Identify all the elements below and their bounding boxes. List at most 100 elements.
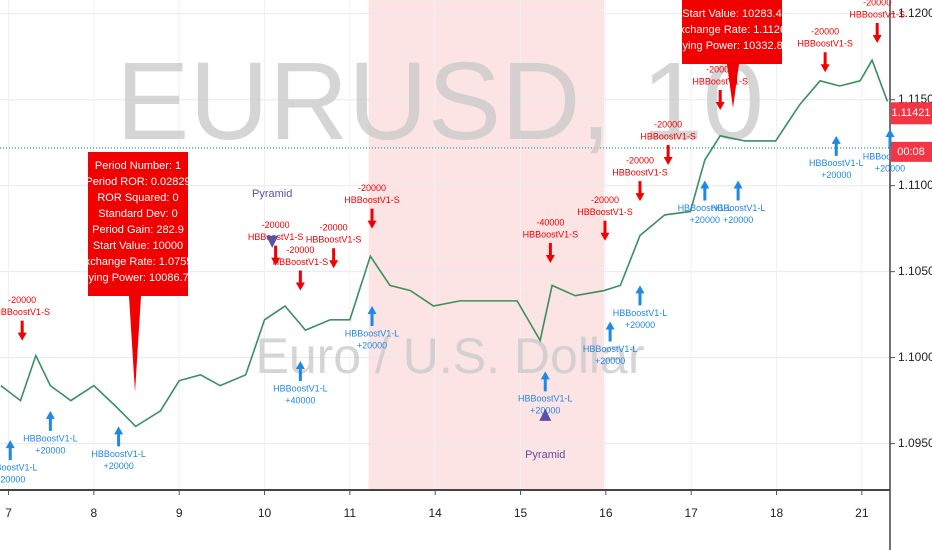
signal: HBBoostV1-L +20000 xyxy=(0,440,38,485)
signal: HBBoostV1-L +20000 xyxy=(91,426,146,471)
signal-name: HBBoostV1-S xyxy=(344,195,400,205)
tooltip-line: Buying Power: 10086.786 xyxy=(75,272,201,284)
sell-arrow xyxy=(367,208,377,229)
pyramid-label: Pyramid xyxy=(252,188,292,200)
signal-qty: -20000 xyxy=(262,220,290,230)
signal-qty: +20000 xyxy=(723,215,753,225)
tooltip-line: Start Value: 10283.4 xyxy=(682,8,781,20)
signal-qty: +20000 xyxy=(690,215,720,225)
signal-qty: -20000 xyxy=(811,27,839,37)
y-tick-label: 1.09500 xyxy=(898,436,932,450)
price-line xyxy=(0,58,889,428)
signal: HBBoostV1-S -20000 xyxy=(640,119,696,166)
signal: HBBoostV1-S -20000 xyxy=(612,156,668,202)
signal: HBBoostV1-S -40000 xyxy=(523,217,579,264)
pyramid-marker xyxy=(539,408,552,421)
signal: HBBoostV1-L +20000 xyxy=(711,180,766,225)
tooltip: Period Number: 1 Period ROR: 0.02829 ROR S… xyxy=(75,152,201,392)
signal-qty: +20000 xyxy=(595,356,625,366)
sell-arrow xyxy=(545,243,555,264)
signal: HBBoostV1-S -20000 xyxy=(344,183,400,229)
buy-arrow xyxy=(540,371,550,392)
y-tick-label: 1.10000 xyxy=(898,350,932,364)
signal-name: HBBoostV1-L xyxy=(678,203,733,213)
signal: HBBoostV1-S -20000 xyxy=(577,195,633,241)
signal-name: HBBoostV1-L xyxy=(518,394,573,404)
signal-qty: -20000 xyxy=(863,0,891,7)
signal-name: HBBoostV1-L xyxy=(809,158,864,168)
y-tick-label: 1.12000 xyxy=(898,6,932,20)
signal: HBBoostV1-S -20000 xyxy=(0,295,50,341)
x-tick-label: 15 xyxy=(514,506,528,520)
signal-qty: +20000 xyxy=(357,340,387,350)
signal: HBBoostV1-S -20000 xyxy=(306,223,362,269)
x-tick-label: 10 xyxy=(258,506,272,520)
tooltip-line: Exchange Rate: 1.07557 xyxy=(77,256,198,268)
tooltip-line: Start Value: 10000 xyxy=(93,240,183,252)
sell-arrow xyxy=(295,270,305,291)
buy-arrow xyxy=(831,135,841,156)
signal-qty: +20000 xyxy=(625,320,655,330)
signal-name: HBBoostV1-L xyxy=(345,328,400,338)
tooltip: Start Value: 10283.4 Exchange Rate: 1.112… xyxy=(669,0,795,108)
signal-qty: +40000 xyxy=(285,395,315,405)
signal-qty: +20000 xyxy=(0,475,25,485)
signal-name: HBBoostV1-S xyxy=(849,9,905,19)
signal: Pyramid xyxy=(252,188,292,248)
x-tick-label: 17 xyxy=(684,506,698,520)
y-tick-label: 1.11000 xyxy=(898,178,932,192)
x-tick-label: 9 xyxy=(176,506,183,520)
signal-name: HBBoostV1-S xyxy=(0,307,50,317)
signal-name: HBBoostV1-S xyxy=(306,235,362,245)
watermark-subtitle: Euro / U.S. Dollar xyxy=(255,328,644,384)
signal-name: HBBoostV1-S xyxy=(640,131,696,141)
buy-arrow xyxy=(605,321,615,342)
price-tag xyxy=(891,102,932,125)
sell-arrow xyxy=(872,22,882,43)
signal-name: HBBoostV1-L xyxy=(613,308,668,318)
sell-arrow xyxy=(663,145,673,166)
buy-arrow xyxy=(114,426,124,447)
signal-name: HBBoostV1-S xyxy=(797,39,853,49)
x-tick-label: 8 xyxy=(91,506,98,520)
tooltip-line: ROR Squared: 0 xyxy=(97,192,178,204)
signal: HBBoostV1-L +20000 xyxy=(345,306,400,350)
signal-name: HBBoostV1-S xyxy=(692,76,748,86)
pyramid-label: Pyramid xyxy=(525,449,565,461)
x-tick-label: 18 xyxy=(770,506,784,520)
x-tick-label: 16 xyxy=(599,506,613,520)
buy-arrow xyxy=(700,180,710,201)
signal: HBBoostV1-L +20000 xyxy=(613,285,668,330)
buy-arrow xyxy=(635,285,645,306)
signal-qty: +20000 xyxy=(35,445,65,455)
signal: HBBoostV1-S -20000 xyxy=(692,64,748,111)
signal: HBBoostV1-L +20000 xyxy=(809,135,864,180)
y-tick-label: 1.10500 xyxy=(898,264,932,278)
tooltip-line: Period ROR: 0.02829 xyxy=(85,176,190,188)
signal-qty: -20000 xyxy=(286,245,314,255)
sell-arrow xyxy=(600,220,610,241)
sell-arrow xyxy=(635,181,645,202)
sell-arrow xyxy=(715,90,725,111)
tooltip-box xyxy=(88,152,188,392)
signal-name: HBBoostV1-S xyxy=(273,257,329,267)
tooltip-line: Exchange Rate: 1.11268 xyxy=(672,24,792,36)
signal-qty: -20000 xyxy=(626,156,654,166)
signal: HBBoostV1-L +20000 xyxy=(678,180,733,225)
signal-qty: +20000 xyxy=(821,170,851,180)
signal-name: HBBoostV1-L xyxy=(711,203,766,213)
signal-name: HBBoostV1-L xyxy=(583,344,638,354)
signal-name: HBBoostV1-S xyxy=(612,168,668,178)
buy-arrow xyxy=(5,440,15,461)
countdown-label: 00:08 xyxy=(897,146,925,158)
sell-arrow xyxy=(271,245,281,266)
buy-arrow xyxy=(885,128,895,149)
signal: Pyramid xyxy=(525,408,565,461)
signal-name: HBBoostV1-S xyxy=(523,229,579,239)
signal: HBBoostV1-L +20000 xyxy=(583,321,638,366)
x-tick-label: 7 xyxy=(5,506,12,520)
signal-qty: -20000 xyxy=(358,183,386,193)
buy-arrow xyxy=(45,410,55,431)
buy-arrow xyxy=(295,361,305,382)
